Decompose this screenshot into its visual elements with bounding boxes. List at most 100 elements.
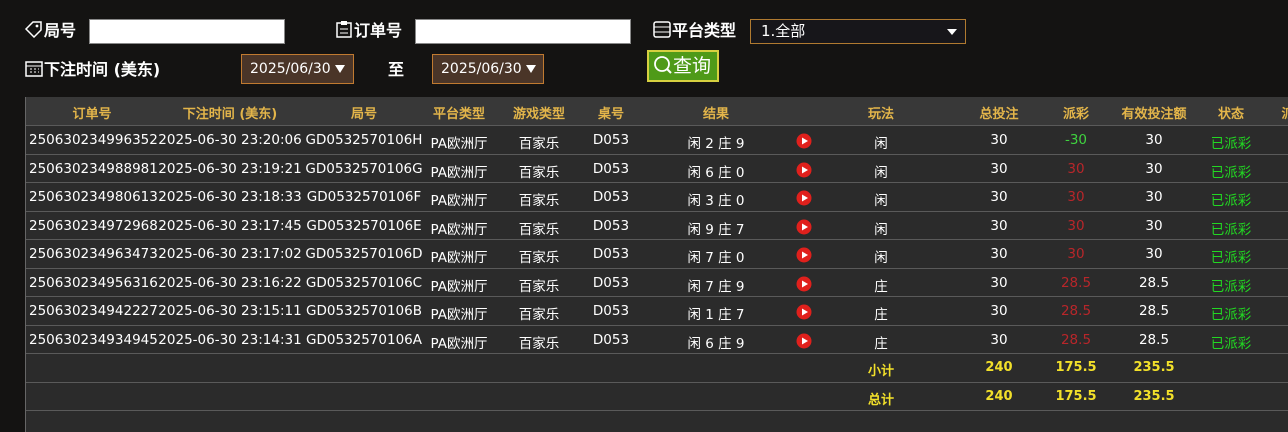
cell: 2025-06-30 23:15:11: [158, 303, 302, 319]
subtotal-row: 小计 240 175.5 235.5: [26, 354, 1288, 383]
cell: PA欧洲厅: [430, 307, 488, 323]
dropdown-arrow: [947, 29, 957, 35]
grand_total-row: 总计 240 175.5 235.5: [26, 383, 1288, 411]
date-from[interactable]: 2025/06/30: [241, 54, 354, 84]
cell: 30: [1145, 217, 1163, 234]
cell: GD0532570106E: [306, 217, 422, 234]
cell: 30: [990, 274, 1008, 291]
header-cell: 局号: [350, 107, 378, 122]
cell: 闲: [874, 193, 888, 209]
clipboard-icon: [336, 21, 352, 38]
cell: PA欧洲厅: [430, 221, 488, 238]
cell: 百家乐: [518, 307, 560, 323]
cell: PA欧洲厅: [430, 250, 488, 266]
cell: 250630234956316: [29, 274, 158, 291]
order-input[interactable]: [415, 19, 631, 44]
cell: 28.5: [1138, 274, 1170, 291]
cell: PA欧洲厅: [430, 335, 488, 352]
cell: 30: [990, 189, 1008, 205]
cell: 百家乐: [518, 193, 560, 209]
summary-label: 小计: [867, 364, 895, 379]
cell: 2025-06-30 23:18:33: [158, 189, 302, 205]
cell: D053: [592, 132, 630, 148]
play-icon[interactable]: [796, 190, 812, 206]
cell: GD0532570106C: [305, 274, 423, 291]
cell: 30: [1145, 189, 1163, 205]
date-from-text: 2025/06/30: [250, 61, 331, 77]
cell: 28.5: [1138, 303, 1170, 319]
header-cell: 下注时间 (美东): [182, 107, 278, 122]
cell: 闲 9 庄 7: [687, 221, 745, 238]
platform-label-text: 平台类型: [672, 21, 737, 40]
cell: 百家乐: [518, 136, 560, 152]
tag-icon: [24, 21, 42, 39]
cell: GD0532570106H: [305, 132, 423, 148]
cell: PA欧洲厅: [430, 164, 488, 181]
cell: D053: [592, 160, 630, 177]
summary-valid-bet: 235.5: [1133, 360, 1175, 375]
data-row: 250630234972968 2025-06-30 23:17:45 GD0532…: [26, 212, 1288, 240]
cell: GD0532570106B: [305, 303, 423, 319]
order-label-text: 订单号: [354, 21, 403, 40]
cell: 百家乐: [518, 278, 560, 295]
summary-valid-bet: 235.5: [1133, 388, 1175, 404]
play-icon[interactable]: [796, 219, 812, 235]
play-icon[interactable]: [796, 276, 812, 292]
data-row: 250630234942227 2025-06-30 23:15:11 GD0532…: [26, 297, 1288, 326]
cell: 闲: [874, 221, 888, 238]
cell: 闲: [874, 136, 888, 152]
cell: 2025-06-30 23:14:31: [158, 331, 302, 348]
date-to[interactable]: 2025/06/30: [432, 54, 544, 84]
cell: 庄: [874, 307, 888, 323]
query-button-text: 查询: [673, 55, 712, 77]
cell: 30: [1067, 160, 1085, 177]
records-table: 订单号 下注时间 (美东) 局号 平台类型 游戏类型 桌号 结果 玩法 总投注 派彩 有效投注额 状态…: [25, 97, 1288, 432]
cell: 250630234963473: [29, 246, 158, 262]
header-cell: 游戏类型: [512, 107, 566, 122]
cell: 已派彩: [1210, 250, 1252, 266]
to-label: 至: [388, 60, 405, 79]
cell: 闲: [874, 164, 888, 181]
cell: 已派彩: [1210, 221, 1252, 238]
cell: D053: [592, 303, 630, 319]
header-cell: 派彩: [1062, 107, 1090, 122]
round-input[interactable]: [89, 19, 285, 44]
cell: 30: [990, 132, 1008, 148]
data-row: 250630234988981 2025-06-30 23:19:21 GD0532…: [26, 155, 1288, 183]
cell: 闲 3 庄 0: [687, 193, 745, 209]
cell: 2025-06-30 23:17:45: [158, 217, 302, 234]
cell: 250630234942227: [29, 303, 158, 319]
cell: 闲 2 庄 9: [687, 136, 745, 152]
play-icon[interactable]: [796, 304, 812, 320]
header-cell: 派: [1281, 103, 1288, 122]
play-icon[interactable]: [796, 247, 812, 263]
cell: 闲 1 庄 7: [687, 307, 745, 323]
query-button[interactable]: 查询: [647, 50, 719, 82]
cell: 30: [1067, 217, 1085, 234]
play-icon[interactable]: [796, 333, 812, 349]
play-icon[interactable]: [796, 162, 812, 178]
cell: 庄: [874, 278, 888, 295]
cell: 闲 7 庄 0: [687, 250, 745, 266]
cell: 闲 6 庄 0: [687, 164, 745, 181]
data-row: 250630234963473 2025-06-30 23:17:02 GD0532…: [26, 240, 1288, 269]
cell: 30: [1067, 246, 1085, 262]
cell: 30: [990, 160, 1008, 177]
header-cell: 结果: [702, 107, 730, 122]
platform-select[interactable]: 1.全部: [750, 19, 966, 44]
summary-label: 总计: [867, 392, 895, 408]
date-to-text: 2025/06/30: [441, 61, 522, 77]
cell: 百家乐: [518, 221, 560, 238]
cell: 250630234980613: [29, 189, 158, 205]
list-icon: [653, 21, 671, 38]
cell: 2025-06-30 23:17:02: [158, 246, 302, 262]
play-icon[interactable]: [796, 133, 812, 149]
data-row: 250630234956316 2025-06-30 23:16:22 GD0532…: [26, 269, 1288, 297]
header-row: 订单号 下注时间 (美东) 局号 平台类型 游戏类型 桌号 结果 玩法 总投注 派彩 有效投注额 状态…: [26, 97, 1288, 126]
search-icon: [654, 56, 672, 74]
cell: 闲 7 庄 9: [687, 278, 745, 295]
round-label: 局号: [24, 17, 76, 41]
cell: D053: [592, 274, 630, 291]
cell: 250630234934945: [29, 331, 158, 348]
cell: D053: [592, 246, 630, 262]
